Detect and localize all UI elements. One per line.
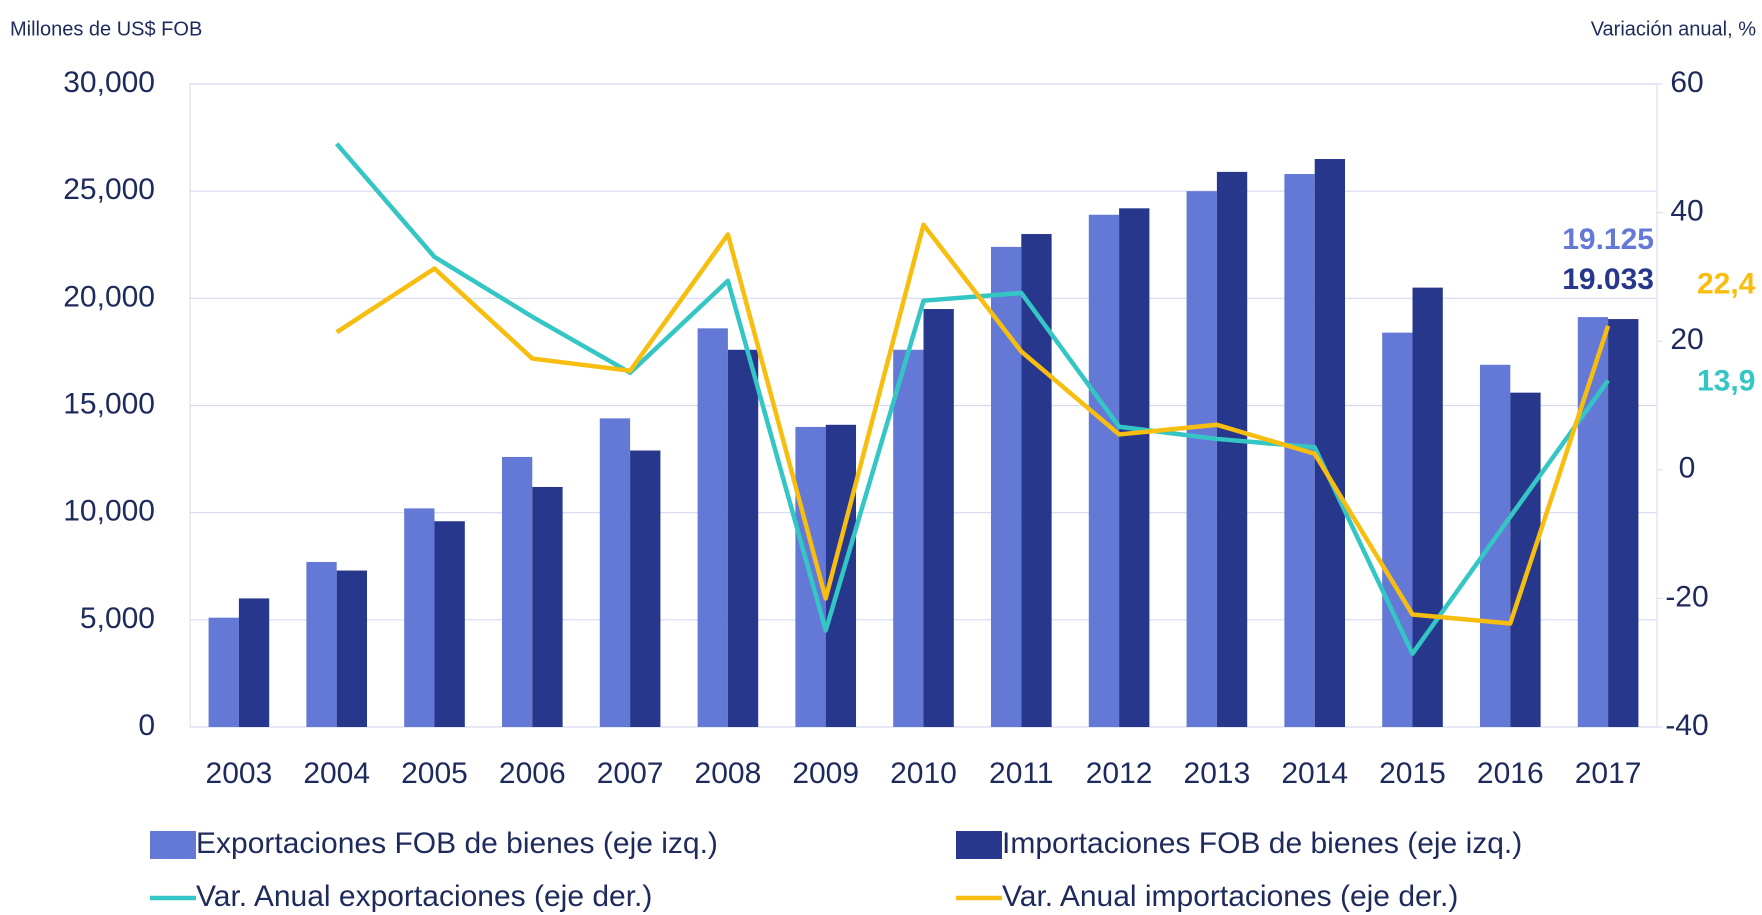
bar <box>501 456 533 727</box>
y2-tick-label: -40 <box>1665 709 1708 742</box>
x-tick-label: 2010 <box>890 757 957 790</box>
bar <box>1216 171 1248 728</box>
x-tick-label: 2009 <box>792 757 859 790</box>
bar <box>404 508 435 727</box>
value-label: 13,9 <box>1697 364 1755 397</box>
x-tick-label: 2012 <box>1086 757 1153 790</box>
y2-axis-title: Variación anual, % <box>1591 18 1757 40</box>
y2-tick-label: 40 <box>1670 195 1703 228</box>
value-label: 19.125 <box>1562 223 1654 256</box>
bar <box>990 246 1022 728</box>
y2-tick-label: 20 <box>1670 323 1703 356</box>
bar <box>1119 208 1150 727</box>
bar <box>1088 214 1120 727</box>
bar <box>238 598 270 727</box>
bar <box>306 561 337 727</box>
x-tick-label: 2013 <box>1184 757 1251 790</box>
line <box>335 222 1611 626</box>
bar <box>697 328 728 727</box>
y-tick-label: 25,000 <box>63 173 155 206</box>
legend-swatch <box>956 831 1002 859</box>
x-tick-label: 2006 <box>499 757 566 790</box>
x-tick-label: 2004 <box>303 757 370 790</box>
value-label: 19.033 <box>1562 263 1654 296</box>
y-tick-label: 5,000 <box>80 602 155 635</box>
bar <box>599 418 631 727</box>
bar <box>923 309 954 727</box>
x-tick-label: 2011 <box>989 757 1054 790</box>
legend-swatch <box>150 831 196 859</box>
bar <box>1382 332 1413 727</box>
y-axis-title: Millones de US$ FOB <box>10 18 202 40</box>
bar <box>727 349 759 727</box>
y-tick-label: 0 <box>138 709 155 742</box>
bar <box>532 486 563 727</box>
bar <box>630 450 661 727</box>
bar <box>208 617 239 727</box>
x-tick-label: 2003 <box>206 757 273 790</box>
legend-label: Var. Anual importaciones (eje der.) <box>1002 880 1458 913</box>
legend-label: Importaciones FOB de bienes (eje izq.) <box>1002 827 1522 860</box>
bar <box>434 521 465 727</box>
bar <box>1314 159 1346 727</box>
bar <box>336 570 368 727</box>
bar <box>1608 319 1639 727</box>
y2-tick-label: -20 <box>1665 580 1708 613</box>
bar <box>1510 392 1541 727</box>
x-tick-label: 2014 <box>1281 757 1348 790</box>
bar <box>1412 287 1443 727</box>
bar <box>1186 191 1217 727</box>
bar <box>893 349 924 727</box>
value-label: 22,4 <box>1697 268 1756 301</box>
bar <box>1021 234 1052 728</box>
line <box>334 142 1610 656</box>
x-tick-label: 2016 <box>1477 757 1544 790</box>
x-tick-label: 2017 <box>1575 757 1642 790</box>
x-tick-label: 2005 <box>401 757 468 790</box>
x-tick-label: 2008 <box>695 757 762 790</box>
y-tick-label: 10,000 <box>63 495 155 528</box>
legend-label: Var. Anual exportaciones (eje der.) <box>196 880 652 913</box>
y2-tick-label: 60 <box>1670 66 1703 99</box>
y2-tick-label: 0 <box>1679 452 1696 485</box>
x-tick-label: 2007 <box>597 757 664 790</box>
y-tick-label: 15,000 <box>63 387 155 420</box>
legend-label: Exportaciones FOB de bienes (eje izq.) <box>196 827 718 860</box>
y-tick-label: 20,000 <box>63 280 155 313</box>
bar <box>1479 364 1511 727</box>
x-tick-label: 2015 <box>1379 757 1446 790</box>
y-tick-label: 30,000 <box>63 66 155 99</box>
